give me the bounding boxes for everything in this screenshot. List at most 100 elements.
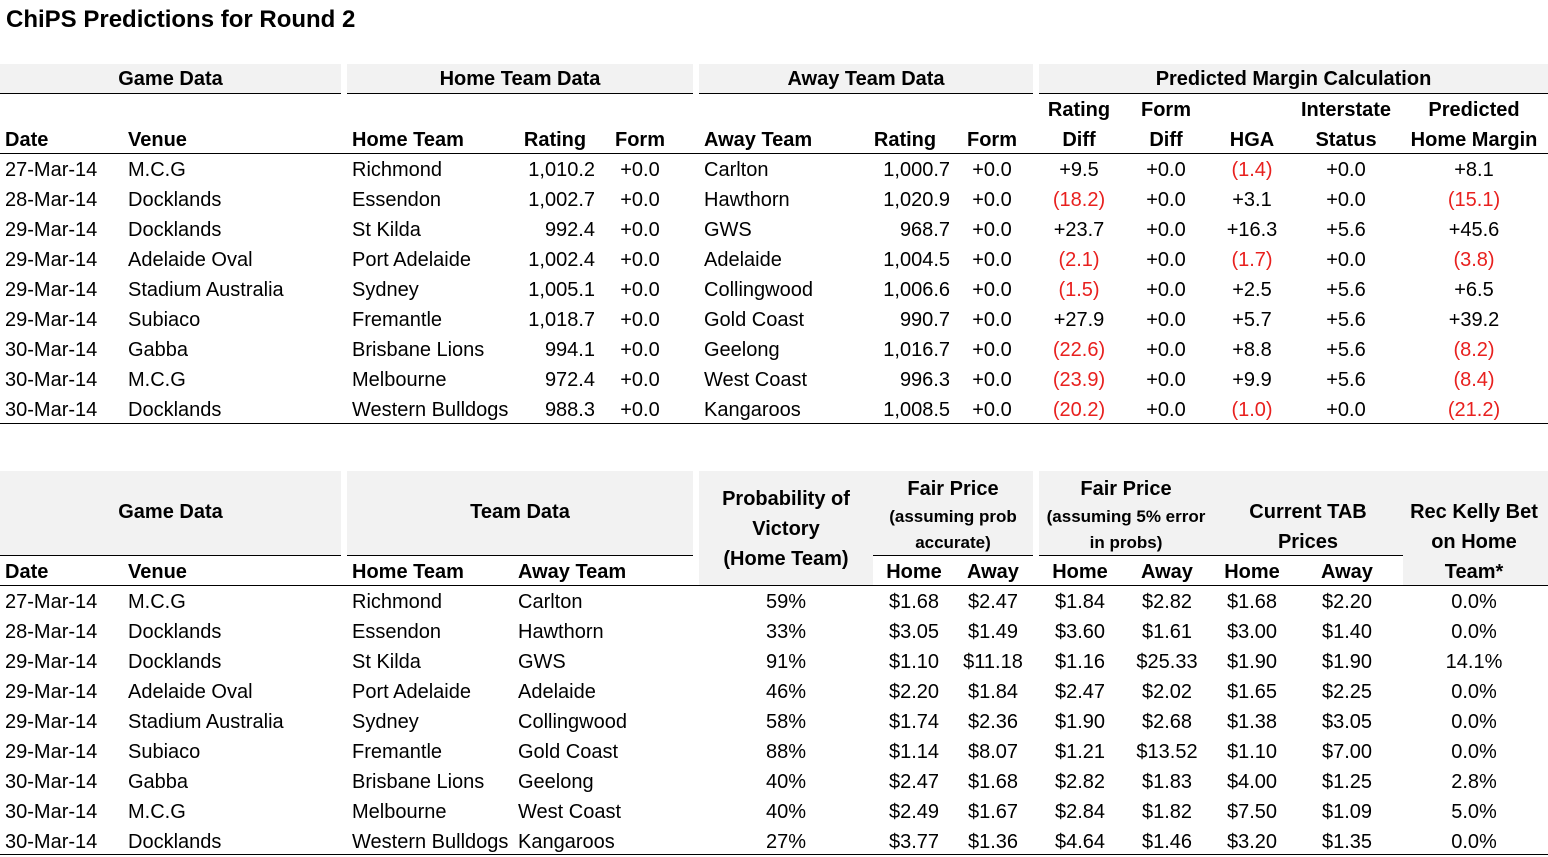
cell-fair-away: $2.47 — [967, 591, 1019, 613]
cell-home-rating: 1,002.4 — [528, 249, 595, 271]
cell-tab-home: $1.68 — [1226, 591, 1278, 613]
cell-date: 29-Mar-14 — [5, 741, 98, 763]
col-home-rating: Rating — [523, 129, 587, 151]
cell-hga: +16.3 — [1226, 219, 1278, 241]
cell-away-rating: 1,016.7 — [883, 339, 950, 361]
cell-tab-home: $7.50 — [1226, 801, 1278, 823]
col-rating-diff-top: Rating — [1047, 99, 1111, 121]
cell-fair-home: $3.05 — [888, 621, 940, 643]
cell-venue: Docklands — [128, 219, 222, 241]
cell-tab-away: $1.35 — [1321, 831, 1373, 853]
cell-fair5-home: $3.60 — [1054, 621, 1106, 643]
cell-home-form: +0.0 — [620, 189, 660, 211]
cell-interstate-status: +0.0 — [1326, 399, 1366, 421]
cell-predicted-margin: (3.8) — [1453, 249, 1495, 271]
cell-predicted-margin: +39.2 — [1448, 309, 1500, 331]
cell-predicted-margin: (21.2) — [1447, 399, 1501, 421]
cell-prob-victory: 40% — [765, 801, 807, 823]
cell-away-team: Gold Coast — [518, 741, 619, 763]
cell-home-team: Western Bulldogs — [352, 399, 509, 421]
cell-venue: M.C.G — [128, 369, 186, 391]
cell-home-form: +0.0 — [620, 369, 660, 391]
cell-prob-victory: 88% — [765, 741, 807, 763]
cell-fair-home: $1.74 — [888, 711, 940, 733]
cell-fair-home: $1.14 — [888, 741, 940, 763]
cell-away-rating: 1,008.5 — [883, 399, 950, 421]
cell-home-rating: 1,010.2 — [528, 159, 595, 181]
cell-home-team: Sydney — [352, 711, 419, 733]
cell-prob-victory: 46% — [765, 681, 807, 703]
fair2-header-2: (assuming 5% error — [1046, 507, 1206, 526]
cell-home-form: +0.0 — [620, 219, 660, 241]
cell-rating-diff: (20.2) — [1052, 399, 1106, 421]
cell-form-diff: +0.0 — [1146, 309, 1186, 331]
cell-predicted-margin: +45.6 — [1448, 219, 1500, 241]
cell-away-team: GWS — [704, 219, 752, 241]
cell-away-team: Hawthorn — [518, 621, 604, 643]
cell-away-team: Carlton — [704, 159, 769, 181]
cell-away-rating: 968.7 — [899, 219, 950, 241]
cell-venue: Stadium Australia — [128, 279, 284, 301]
cell-rating-diff: (22.6) — [1052, 339, 1106, 361]
cell-home-team: Port Adelaide — [352, 249, 471, 271]
cell-home-team: Richmond — [352, 591, 443, 613]
col-tab-home: Home — [1224, 561, 1280, 583]
cell-date: 30-Mar-14 — [5, 339, 98, 361]
cell-fair-away: $1.68 — [967, 771, 1019, 793]
cell-fair5-away: $2.68 — [1141, 711, 1193, 733]
cell-venue: Gabba — [128, 339, 189, 361]
cell-hga: (1.0) — [1231, 399, 1273, 421]
cell-away-team: Adelaide — [704, 249, 782, 271]
col-home-form: Form — [615, 129, 665, 151]
cell-rating-diff: (23.9) — [1052, 369, 1106, 391]
cell-home-team: Fremantle — [352, 741, 443, 763]
cell-fair5-away: $2.82 — [1141, 591, 1193, 613]
cell-away-form: +0.0 — [972, 309, 1012, 331]
cell-predicted-margin: (8.4) — [1453, 369, 1495, 391]
cell-date: 29-Mar-14 — [5, 711, 98, 733]
cell-date: 30-Mar-14 — [5, 831, 98, 853]
col-date: Date — [5, 561, 49, 583]
cell-prob-victory: 27% — [765, 831, 807, 853]
cell-rating-diff: (2.1) — [1058, 249, 1100, 271]
cell-tab-away: $2.25 — [1321, 681, 1373, 703]
cell-away-team: West Coast — [518, 801, 621, 823]
cell-form-diff: +0.0 — [1146, 189, 1186, 211]
cell-prob-victory: 58% — [765, 711, 807, 733]
cell-date: 29-Mar-14 — [5, 219, 98, 241]
cell-fair-away: $1.36 — [967, 831, 1019, 853]
cell-prob-victory: 59% — [765, 591, 807, 613]
cell-home-rating: 988.3 — [544, 399, 595, 421]
cell-venue: Gabba — [128, 771, 189, 793]
table-row: 30-Mar-14 M.C.G Melbourne West Coast 40% $2.4… — [0, 797, 1548, 827]
cell-date: 30-Mar-14 — [5, 771, 98, 793]
cell-prob-victory: 33% — [765, 621, 807, 643]
cell-hga: (1.7) — [1231, 249, 1273, 271]
table-row: 30-Mar-14 M.C.G Melbourne 972.4 +0.0 West Coa… — [0, 365, 1548, 395]
table-row: 29-Mar-14 Stadium Australia Sydney 1,005.1 +… — [0, 275, 1548, 305]
kelly-header-1: Rec Kelly Bet — [1410, 501, 1538, 523]
cell-date: 29-Mar-14 — [5, 249, 98, 271]
cell-rating-diff: +27.9 — [1053, 309, 1105, 331]
cell-rating-diff: +9.5 — [1059, 159, 1099, 181]
cell-away-team: Gold Coast — [704, 309, 805, 331]
cell-predicted-margin: (15.1) — [1447, 189, 1501, 211]
cell-fair5-away: $1.82 — [1141, 801, 1193, 823]
cell-fair5-home: $2.47 — [1054, 681, 1106, 703]
cell-venue: Adelaide Oval — [128, 249, 253, 271]
table-row: 29-Mar-14 Adelaide Oval Port Adelaide Adela… — [0, 677, 1548, 707]
cell-date: 27-Mar-14 — [5, 159, 98, 181]
cell-tab-home: $4.00 — [1226, 771, 1278, 793]
cell-tab-home: $1.10 — [1226, 741, 1278, 763]
cell-tab-away: $1.40 — [1321, 621, 1373, 643]
table-row: 29-Mar-14 Subiaco Fremantle 1,018.7 +0.0 Gold… — [0, 305, 1548, 335]
tab-header-2: Prices — [1277, 531, 1339, 553]
cell-home-form: +0.0 — [620, 249, 660, 271]
cell-form-diff: +0.0 — [1146, 279, 1186, 301]
cell-date: 30-Mar-14 — [5, 801, 98, 823]
cell-home-form: +0.0 — [620, 309, 660, 331]
group-game-data: Game Data — [118, 68, 223, 90]
cell-away-team: Geelong — [518, 771, 594, 793]
cell-fair-home: $1.68 — [888, 591, 940, 613]
cell-fair5-away: $1.83 — [1141, 771, 1193, 793]
